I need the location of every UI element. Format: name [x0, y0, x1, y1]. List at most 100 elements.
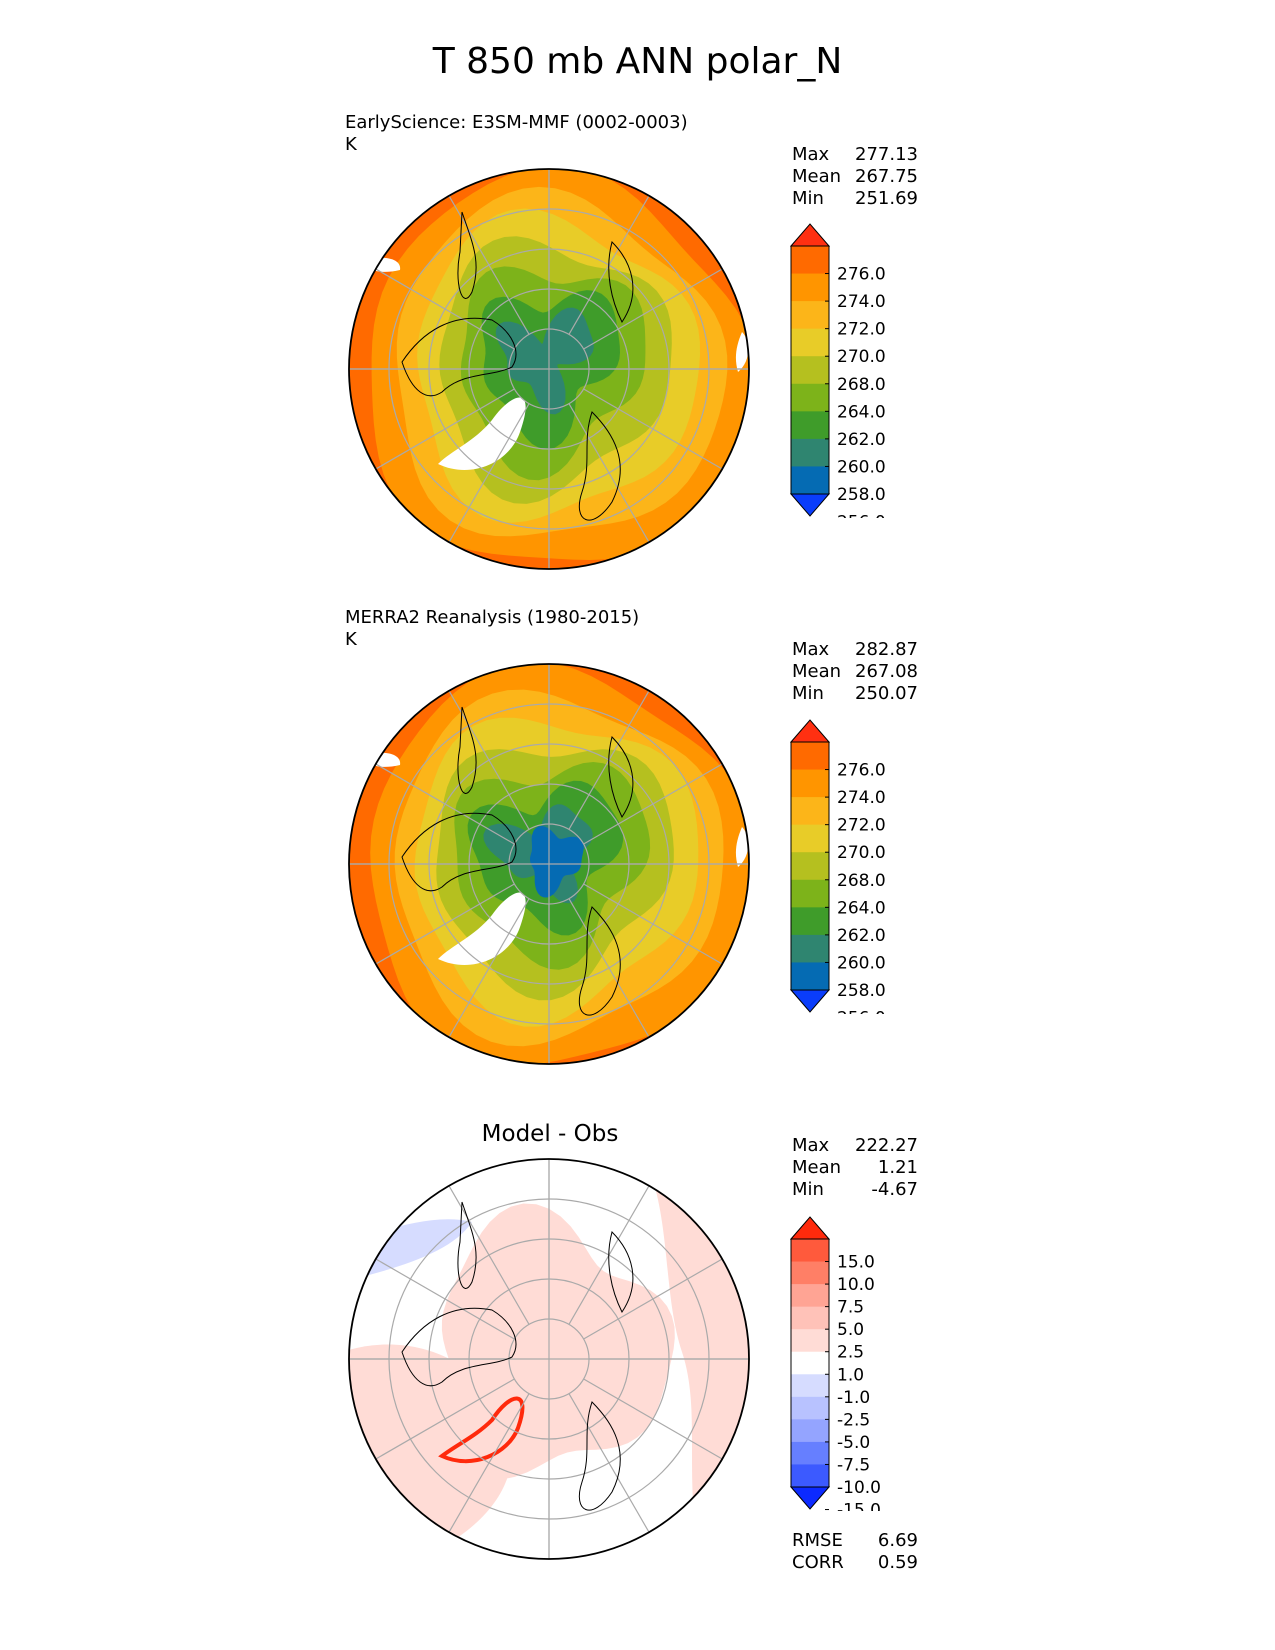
map-field: [349, 664, 749, 1064]
coastline: [401, 812, 517, 892]
colorbar-extend-min: [790, 1486, 831, 1510]
colorbar-tick-label: 272.0: [837, 320, 886, 340]
colorbar-bin: [791, 1374, 829, 1398]
colorbar-bin: [791, 907, 829, 936]
stat-value: 282.87: [855, 639, 918, 660]
colorbar-tick-label: 256.0: [837, 1009, 886, 1014]
colorbar-tick-label: 5.0: [837, 1320, 864, 1340]
colorbar-bin: [791, 356, 829, 385]
coastline: [608, 241, 634, 323]
longitude-gridline: [375, 883, 515, 965]
longitude-gridline: [375, 763, 515, 845]
colorbar-bin: [791, 273, 829, 302]
longitude-gridline: [583, 388, 723, 470]
panel-3-stats: Max 222.27 Mean 1.21 Min -4.67: [792, 1135, 918, 1201]
stat-label: Max: [792, 1135, 830, 1156]
colorbar-tick-label: 276.0: [837, 265, 886, 285]
colorbar-frame: [790, 1238, 830, 1488]
panel-2-colorbar: 276.0 274.0 272.0 270.0 268.0 264.0 262.0 260.0…: [790, 719, 886, 1014]
colorbar-tick-label: 272.0: [837, 816, 886, 836]
stat-label: Min: [792, 188, 824, 209]
colorbar-tick-label: 270.0: [837, 843, 886, 863]
colorbar-bin: [791, 411, 829, 440]
stat-label: Min: [792, 683, 824, 704]
metric-value: 6.69: [877, 1530, 918, 1551]
colorbar-bin: [791, 1396, 829, 1420]
metric-label: CORR: [792, 1552, 844, 1573]
missing-data-region: [438, 397, 526, 470]
panel-1-colorbar: 276.0 274.0 272.0 270.0 268.0 264.0 262.0 260.0…: [790, 223, 886, 518]
stat-label: Mean: [792, 661, 842, 682]
colorbar-tick-label: 256.0: [837, 513, 886, 518]
panel-3-colorbar: 15.010.0 7.55.0 2.51.0 -1.0-2.5 -5.0-7.5 -10.…: [790, 1216, 881, 1511]
panel-1-map: [348, 168, 750, 570]
colorbar-tick-label: -2.5: [837, 1410, 870, 1430]
colorbar-tick-label: 270.0: [837, 347, 886, 367]
stat-value: -4.67: [871, 1179, 918, 1200]
missing-data-region: [735, 332, 749, 372]
map-field: [349, 169, 749, 569]
colorbar-bin: [791, 962, 829, 991]
coastline: [401, 1307, 517, 1387]
colorbar-bin: [791, 246, 829, 275]
colorbar-tick-label: 1.0: [837, 1365, 864, 1385]
coastline: [578, 411, 621, 521]
coastline: [608, 1231, 634, 1313]
temperature-contour: [530, 825, 584, 898]
stat-value: 222.27: [855, 1135, 918, 1156]
colorbar-extend-max: [790, 1216, 831, 1240]
colorbar-bin: [791, 769, 829, 798]
longitude-gridline: [375, 1258, 515, 1340]
colorbar-frame: [790, 741, 830, 991]
colorbar-bin: [791, 301, 829, 330]
colorbar-tick-label: 274.0: [837, 788, 886, 808]
colorbar-tick-label: 276.0: [837, 761, 886, 781]
longitude-gridline: [448, 195, 530, 335]
stat-label: Mean: [792, 166, 842, 187]
colorbar-tick-label: -15.0: [837, 1501, 881, 1511]
coastline: [457, 706, 477, 794]
stat-label: Max: [792, 144, 830, 165]
panel-2-title: MERRA2 Reanalysis (1980-2015): [345, 607, 640, 628]
colorbar-extend-max: [790, 719, 831, 743]
stat-label: Max: [792, 639, 830, 660]
panel-1-title: EarlyScience: E3SM-MMF (0002-0003): [345, 112, 688, 133]
colorbar-tick-label: -1.0: [837, 1388, 870, 1408]
panel-2-stats: Max 282.87 Mean 267.08 Min 250.07: [792, 639, 918, 705]
colorbar-bin: [791, 383, 829, 412]
coastline: [401, 317, 517, 397]
colorbar-bin: [791, 466, 829, 495]
colorbar-extend-max: [790, 223, 831, 247]
colorbar-tick-label: 7.5: [837, 1298, 864, 1318]
colorbar-tick-label: 274.0: [837, 292, 886, 312]
longitude-gridline: [583, 763, 723, 845]
missing-data-region: [438, 892, 526, 965]
colorbar-bin: [791, 852, 829, 881]
colorbar-bin: [791, 1351, 829, 1375]
longitude-gridline: [448, 403, 530, 543]
colorbar-bin: [791, 824, 829, 853]
longitude-gridline: [375, 388, 515, 470]
coastline: [457, 1201, 477, 1289]
colorbar-tick-label: 264.0: [837, 402, 886, 422]
colorbar-bin: [791, 1419, 829, 1443]
longitude-gridline: [568, 403, 650, 543]
colorbar-bin: [791, 934, 829, 963]
colorbar-bin: [791, 797, 829, 826]
coastline: [578, 906, 621, 1016]
panel-1-stats: Max 277.13 Mean 267.75 Min 251.69: [792, 144, 918, 210]
longitude-gridline: [583, 1378, 723, 1460]
colorbar-tick-label: 260.0: [837, 457, 886, 477]
colorbar-bin: [791, 1261, 829, 1285]
map-boundary: [348, 168, 750, 570]
colorbar-bin: [791, 328, 829, 357]
colorbar-bin: [791, 438, 829, 467]
stat-value: 267.08: [855, 661, 918, 682]
coastline: [457, 211, 477, 299]
colorbar-tick-label: 258.0: [837, 981, 886, 1001]
longitude-gridline: [448, 1185, 530, 1325]
panel-2-units: K: [345, 629, 357, 650]
longitude-gridline: [448, 898, 530, 1038]
longitude-gridline: [448, 690, 530, 830]
colorbar-tick-label: 262.0: [837, 926, 886, 946]
